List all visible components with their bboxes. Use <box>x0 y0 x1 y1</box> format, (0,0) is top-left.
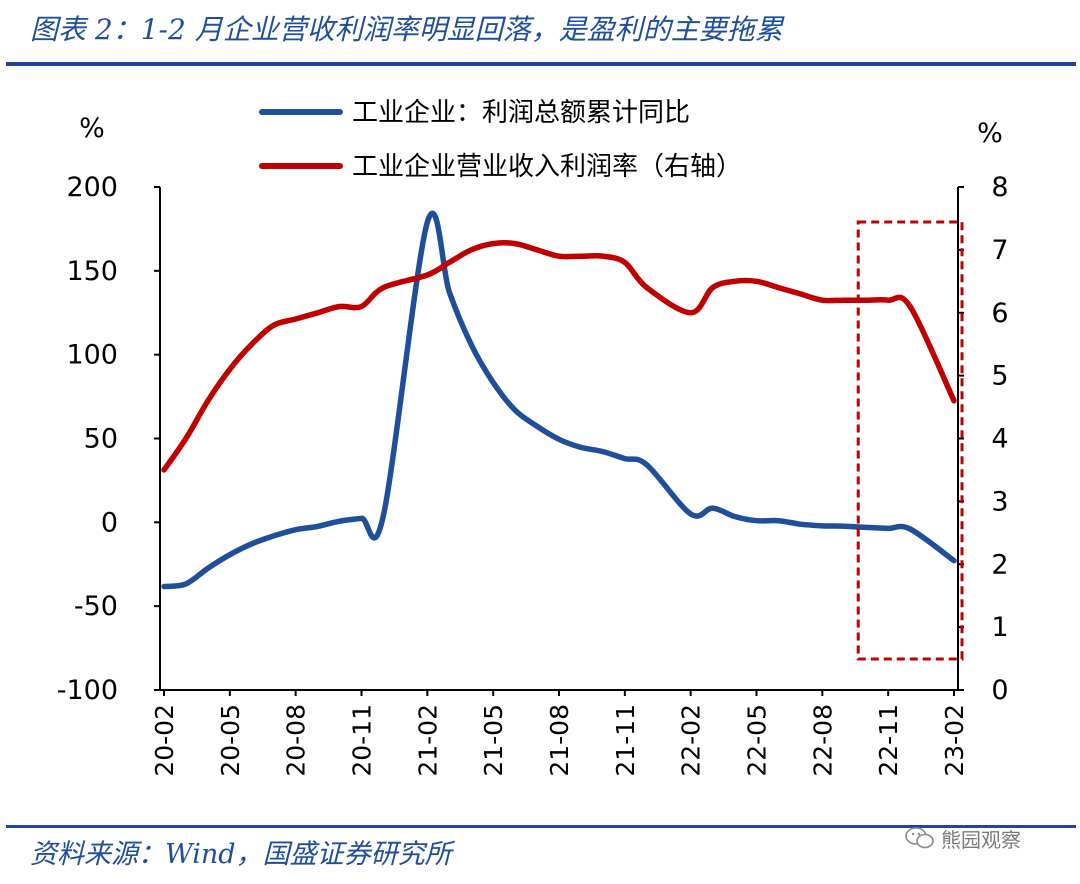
top-divider <box>6 62 1076 66</box>
left-axis: -100 -50 0 50 100 150 200% <box>57 113 161 706</box>
x-tick-label: 22-02 <box>677 704 706 777</box>
left-tick-label: 200 <box>66 172 118 203</box>
left-tick-label: 0 <box>101 507 118 538</box>
margin-line <box>161 240 957 473</box>
left-tick-label: 150 <box>66 256 118 287</box>
x-tick-label: 20-02 <box>150 704 179 777</box>
right-tick-label: 4 <box>991 424 1008 455</box>
left-tick-label: 50 <box>84 424 118 455</box>
wechat-icon <box>905 827 934 849</box>
x-tick-label: 22-08 <box>808 704 837 777</box>
right-tick-label: 3 <box>991 486 1008 517</box>
profit-growth-line <box>161 210 957 590</box>
watermark-text: 熊园观察 <box>941 827 1021 852</box>
x-tick-label: 22-05 <box>743 704 772 777</box>
x-tick-label: 21-08 <box>545 704 574 777</box>
x-tick-label: 20-05 <box>216 704 245 777</box>
x-tick-label: 20-08 <box>282 704 311 777</box>
x-tick-label: 21-05 <box>479 704 508 777</box>
right-tick-label: 6 <box>991 298 1008 329</box>
bottom-divider <box>6 825 1076 828</box>
right-tick-label: 8 <box>991 172 1008 203</box>
x-tick-label: 20-11 <box>348 704 377 777</box>
x-axis: 20-02 20-05 20-08 20-11 21-02 21-05 21-08 21-11… <box>150 689 969 777</box>
x-tick-label: 21-11 <box>611 704 640 777</box>
watermark: 熊园观察 <box>905 820 1075 856</box>
series-lines <box>161 210 957 590</box>
legend-label: 工业企业营业收入利润率（右轴） <box>352 152 742 182</box>
right-tick-label: 0 <box>991 675 1008 706</box>
right-axis-unit: % <box>977 118 1003 149</box>
x-tick-label: 23-02 <box>940 704 969 777</box>
right-tick-label: 2 <box>991 549 1008 580</box>
highlight-box <box>856 220 964 661</box>
chart-title: 图表 2：1-2 月企业营收利润率明显回落，是盈利的主要拖累 <box>30 13 783 46</box>
left-tick-label: -100 <box>57 675 118 706</box>
right-axis: 0 1 2 3 4 5 6 7 8% <box>957 118 1009 706</box>
left-axis-unit: % <box>79 113 105 144</box>
source-note: 资料来源：Wind，国盛证券研究所 <box>30 839 452 870</box>
left-tick-label: -50 <box>74 591 118 622</box>
x-tick-label: 21-02 <box>413 704 442 777</box>
right-tick-label: 1 <box>991 612 1008 643</box>
right-tick-label: 5 <box>991 361 1008 392</box>
left-tick-label: 100 <box>66 340 118 371</box>
legend-label: 工业企业：利润总额累计同比 <box>352 98 690 128</box>
x-tick-label: 22-11 <box>874 704 903 777</box>
right-tick-label: 7 <box>991 235 1008 266</box>
highlight-box-layer <box>856 220 964 661</box>
